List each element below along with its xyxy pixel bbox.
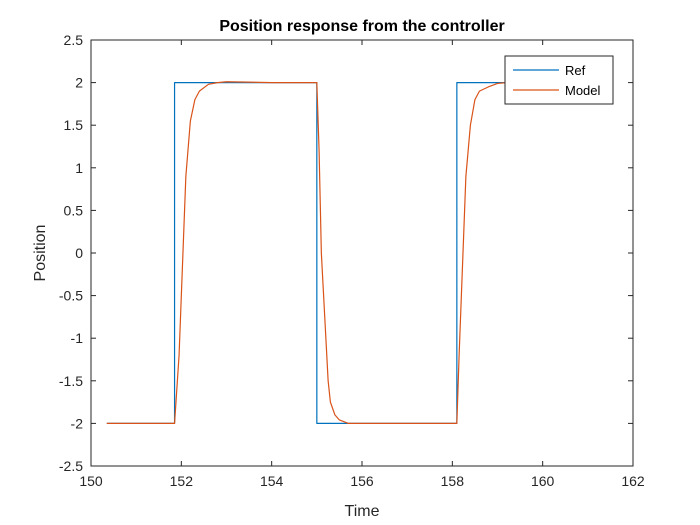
y-tick-label: 1 [75, 160, 83, 176]
y-tick-label: 2.5 [64, 32, 84, 48]
x-tick-label: 160 [531, 473, 555, 489]
plot-area [91, 40, 633, 466]
x-axis-label: Time [345, 503, 380, 520]
x-tick-label: 152 [170, 473, 194, 489]
legend-box [504, 55, 614, 105]
y-tick-label: -1 [71, 330, 84, 346]
y-tick-label: -1.5 [59, 373, 83, 389]
y-tick-label: 0 [75, 245, 83, 261]
series-line-ref [106, 81, 507, 424]
y-tick-label: -2.5 [59, 458, 83, 474]
chart-title: Position response from the controller [219, 18, 504, 35]
series-line-model [106, 81, 507, 424]
x-tick-label: 154 [260, 473, 284, 489]
x-tick-label: 158 [441, 473, 465, 489]
legend-label-ref: Ref [565, 63, 586, 78]
y-tick-label: 0.5 [64, 202, 84, 218]
y-tick-label: -2 [71, 415, 84, 431]
y-tick-label: 1.5 [64, 117, 84, 133]
legend-label-model: Model [565, 83, 601, 98]
y-axis-label: Position [32, 225, 49, 282]
y-tick-label: -0.5 [59, 288, 83, 304]
x-tick-label: 150 [79, 473, 103, 489]
x-tick-label: 156 [350, 473, 374, 489]
y-tick-label: 2 [75, 75, 83, 91]
legend: Ref Model [504, 55, 614, 105]
x-tick-label: 162 [621, 473, 645, 489]
